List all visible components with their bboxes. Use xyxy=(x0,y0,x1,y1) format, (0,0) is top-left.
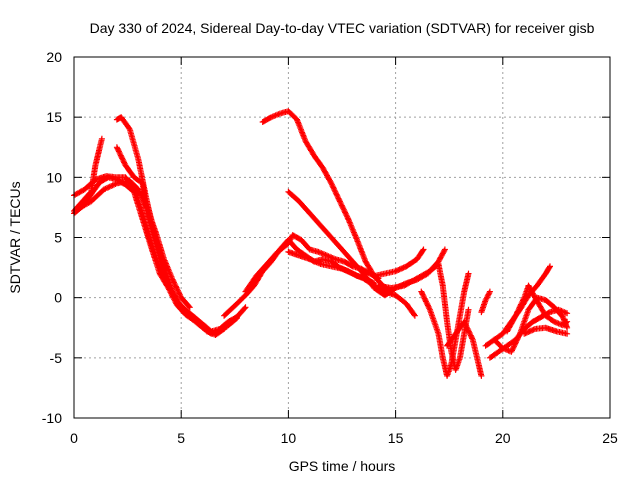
axis-ticks: 0 5 10 15 20 25 -10 -5 0 5 10 15 20 xyxy=(42,49,618,446)
series-marks xyxy=(504,282,571,335)
series-marks xyxy=(521,324,571,337)
series-marks xyxy=(77,177,193,311)
series-marks xyxy=(371,246,427,279)
y-tick-label: -5 xyxy=(50,350,63,366)
x-tick-label: 25 xyxy=(602,430,618,446)
x-tick-label: 15 xyxy=(388,430,404,446)
y-tick-label: 10 xyxy=(46,169,62,185)
y-tick-label: -10 xyxy=(42,410,62,426)
y-tick-label: 5 xyxy=(54,230,62,246)
series-track-21 xyxy=(521,324,571,337)
x-tick-label: 0 xyxy=(70,430,78,446)
series-track-8 xyxy=(242,232,382,295)
y-axis-label: SDTVAR / TECUs xyxy=(7,181,23,293)
chart-title: Day 330 of 2024, Sidereal Day-to-day VTE… xyxy=(90,20,595,36)
series-track-16 xyxy=(478,288,493,316)
series-track-6 xyxy=(77,177,193,311)
grid-lines xyxy=(74,57,610,418)
series-marks xyxy=(444,318,485,379)
y-tick-label: 20 xyxy=(46,49,62,65)
y-tick-label: 15 xyxy=(46,109,62,125)
series-marks xyxy=(113,114,228,338)
x-tick-label: 5 xyxy=(177,430,185,446)
series-track-12 xyxy=(371,246,427,279)
x-tick-label: 20 xyxy=(495,430,511,446)
series-marks xyxy=(491,294,571,355)
series-track-20 xyxy=(504,282,571,335)
y-tick-label: 0 xyxy=(54,290,62,306)
series-marks xyxy=(478,288,493,316)
series-track-15 xyxy=(444,318,485,379)
series-track-19 xyxy=(491,294,571,355)
x-tick-label: 10 xyxy=(281,430,297,446)
x-axis-label: GPS time / hours xyxy=(289,458,396,474)
data-series xyxy=(71,108,571,379)
series-track-9 xyxy=(259,108,395,295)
series-marks xyxy=(259,108,395,295)
series-track-4 xyxy=(113,114,228,338)
series-marks xyxy=(242,232,382,295)
